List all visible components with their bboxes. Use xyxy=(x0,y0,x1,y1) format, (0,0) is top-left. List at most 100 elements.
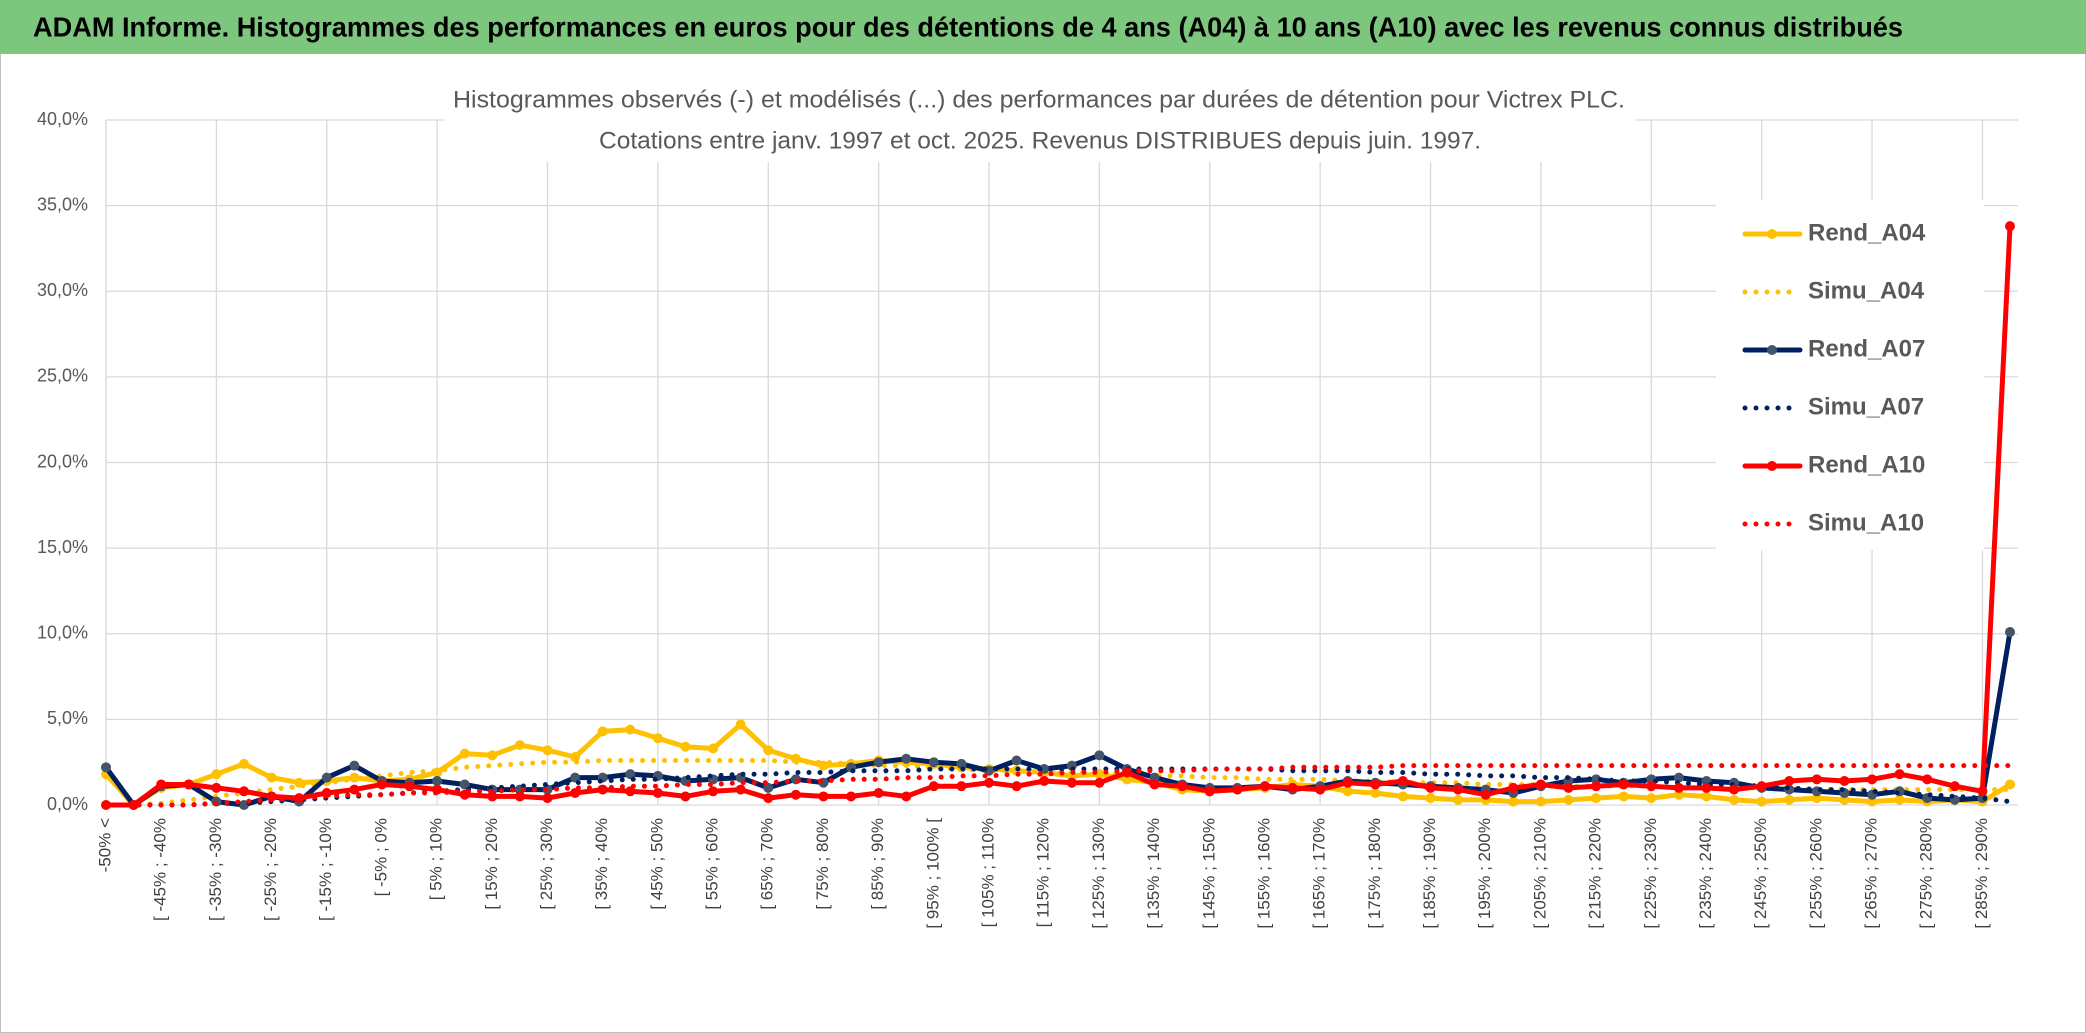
data-point xyxy=(1204,786,1215,797)
data-point xyxy=(763,745,774,756)
x-tick-label: [ 95% ; 100% [ xyxy=(923,818,942,929)
data-point xyxy=(349,784,360,795)
data-point xyxy=(1811,774,1822,785)
data-point xyxy=(1066,777,1077,788)
x-tick-label: [ 25% ; 30% xyxy=(537,818,556,910)
x-tick-label: [ 45% ; 50% xyxy=(647,818,666,910)
data-point xyxy=(1342,777,1353,788)
legend-label: Simu_A10 xyxy=(1808,509,1924,536)
data-point xyxy=(984,777,995,788)
data-point xyxy=(1646,793,1657,804)
legend-marker xyxy=(1767,345,1777,355)
data-point xyxy=(956,781,967,792)
data-point xyxy=(1425,782,1436,793)
x-tick-label: [ 165% ; 170% xyxy=(1310,818,1329,929)
data-point xyxy=(1259,781,1270,792)
data-point xyxy=(321,772,332,783)
x-tick-label: [ 275% ; 280% xyxy=(1917,818,1936,929)
data-point xyxy=(1453,784,1464,795)
data-point xyxy=(1039,776,1050,787)
title-backdrop xyxy=(445,82,1635,162)
series-group xyxy=(101,221,2015,810)
data-point xyxy=(928,781,939,792)
y-tick-label: 20,0% xyxy=(37,451,88,471)
data-point xyxy=(901,791,912,802)
header-bar xyxy=(0,0,2086,54)
x-tick-label: [ 215% ; 220% xyxy=(1586,818,1605,929)
x-tick-label: [ 135% ; 140% xyxy=(1144,818,1163,929)
data-point xyxy=(846,791,857,802)
x-tick-label: [ 5% ; 10% xyxy=(427,818,446,900)
y-tick-label: 25,0% xyxy=(37,366,88,386)
data-point xyxy=(1977,786,1988,797)
data-point xyxy=(101,762,111,773)
legend: Rend_A04 Simu_A04 Rend_A07 Simu_A07 Rend_A10… xyxy=(1716,200,1984,550)
data-point xyxy=(1370,779,1381,790)
data-point xyxy=(652,733,663,744)
data-point xyxy=(1894,794,1905,805)
data-point xyxy=(1315,784,1326,795)
x-tick-label: [ 175% ; 180% xyxy=(1365,818,1384,929)
y-tick-label: 15,0% xyxy=(37,537,88,557)
x-tick-label: [ 115% ; 120% xyxy=(1034,818,1053,927)
y-tick-label: 0,0% xyxy=(47,794,88,814)
data-point xyxy=(238,758,249,769)
data-point xyxy=(1701,791,1712,802)
data-point xyxy=(1453,794,1464,805)
data-point xyxy=(1949,781,1960,792)
data-point xyxy=(459,779,470,790)
header-title: ADAM Informe. Histogrammes des performan… xyxy=(33,11,1903,42)
data-point xyxy=(1480,789,1491,800)
data-point xyxy=(1894,769,1905,780)
data-point xyxy=(708,786,719,797)
simulated-line xyxy=(103,763,2013,808)
data-point xyxy=(1729,794,1740,805)
data-point xyxy=(432,776,443,787)
data-point xyxy=(570,772,581,783)
data-point xyxy=(625,786,636,797)
y-tick-label: 30,0% xyxy=(37,280,88,300)
data-point xyxy=(873,788,884,799)
data-point xyxy=(1535,779,1546,790)
data-point xyxy=(376,779,387,790)
data-point xyxy=(542,745,553,756)
data-point xyxy=(1563,782,1574,793)
data-point xyxy=(1673,782,1684,793)
data-point xyxy=(2005,627,2015,638)
data-point xyxy=(211,769,222,780)
data-point xyxy=(680,791,691,802)
x-tick-label: [ -5% ; 0% xyxy=(371,818,390,896)
legend-box xyxy=(1716,200,1984,550)
x-tick-label: [ 265% ; 270% xyxy=(1862,818,1881,929)
data-point xyxy=(404,781,415,792)
data-point xyxy=(1563,794,1574,805)
data-point xyxy=(680,741,691,752)
x-tick-label: [ 125% ; 130% xyxy=(1089,818,1108,929)
plot-area: 0,0% 5,0% 10,0% 15,0% 20,0% 25,0% 30,0% 35,0% 40… xyxy=(37,109,2018,929)
data-point xyxy=(238,786,249,797)
data-point xyxy=(1839,776,1850,787)
x-tick-label: [ -25% ; -20% xyxy=(261,818,280,921)
data-point xyxy=(1011,755,1022,766)
chart-subtitle: Cotations entre janv. 1997 et oct. 2025.… xyxy=(599,127,1481,154)
legend-label: Rend_A10 xyxy=(1808,451,1925,478)
legend-label: Simu_A04 xyxy=(1808,277,1925,304)
observed-line xyxy=(103,722,2013,808)
x-tick-label: [ -45% ; -40% xyxy=(151,818,170,921)
x-tick-label: [ 195% ; 200% xyxy=(1475,818,1494,929)
data-point xyxy=(1094,750,1105,761)
observed-line xyxy=(103,223,2013,808)
data-point xyxy=(1535,796,1546,807)
data-point xyxy=(790,789,801,800)
data-point xyxy=(156,779,167,790)
x-tick-label: [ 235% ; 240% xyxy=(1696,818,1715,929)
x-tick-label: [ 205% ; 210% xyxy=(1530,818,1549,929)
data-point xyxy=(735,719,746,730)
data-point xyxy=(1618,779,1629,790)
data-point xyxy=(2005,779,2015,790)
data-point xyxy=(597,726,608,737)
x-tick-label: [ 75% ; 80% xyxy=(813,818,832,910)
data-point xyxy=(1149,779,1160,790)
data-point xyxy=(1508,782,1519,793)
x-tick-label: [ 15% ; 20% xyxy=(482,818,501,910)
